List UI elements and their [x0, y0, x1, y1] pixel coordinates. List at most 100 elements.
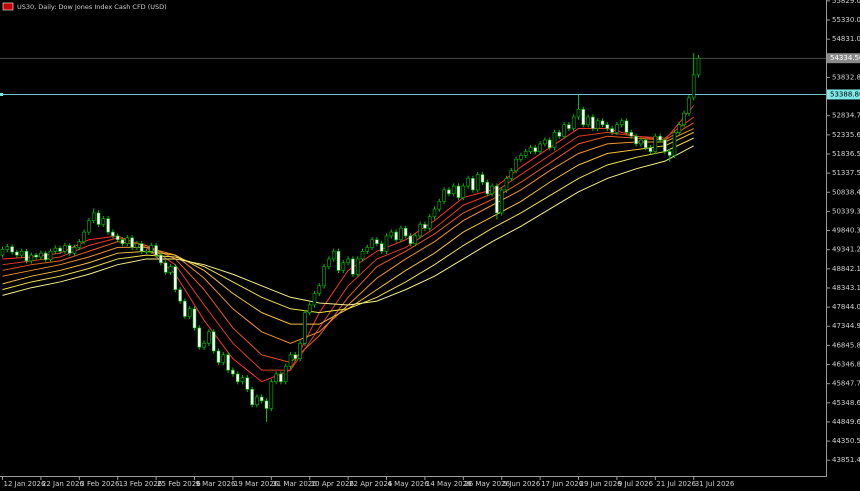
- candle-body: [447, 189, 451, 195]
- current-price-box: [827, 53, 860, 64]
- candle-body: [571, 116, 576, 129]
- candle-body: [437, 201, 442, 210]
- candle-body: [159, 254, 163, 264]
- x-tick-label: 29 Jun 2026: [580, 480, 623, 488]
- candle-body: [87, 220, 91, 233]
- x-tick-label: 13 Feb 2026: [119, 480, 163, 488]
- candle-body: [336, 250, 341, 271]
- y-tick-label: 46845.89: [832, 341, 860, 349]
- price-line-handle: [0, 92, 3, 96]
- candle-body: [15, 251, 19, 256]
- y-tick-label: 49341.24: [832, 246, 860, 254]
- candle-body: [183, 300, 187, 317]
- y-tick-label: 51836.59: [832, 150, 860, 158]
- y-tick-label: 55829.08: [832, 0, 860, 5]
- y-tick-label: 52335.66: [832, 131, 860, 139]
- y-tick-label: 48343.10: [832, 284, 860, 292]
- candle-body: [279, 373, 283, 382]
- candle-body: [619, 120, 624, 126]
- moving-average: [2, 145, 694, 306]
- candle-body: [648, 147, 653, 152]
- candle-body: [658, 135, 662, 141]
- candle-body: [0, 249, 5, 256]
- candle-body: [101, 218, 106, 225]
- chart-title: US30, Daily: Dow Jones Index Cash CFD (U…: [17, 3, 167, 11]
- candle-body: [106, 218, 110, 233]
- candle-body: [34, 254, 38, 258]
- candle-body: [495, 185, 499, 214]
- candle-body: [154, 245, 158, 256]
- candle-body: [10, 246, 14, 253]
- candle-body: [77, 241, 82, 248]
- candle-body: [466, 178, 470, 187]
- y-tick-label: 47344.96: [832, 322, 860, 330]
- candle-body: [629, 132, 634, 137]
- candle-body: [63, 245, 67, 252]
- candle-body: [365, 247, 370, 252]
- candle-body: [173, 266, 178, 290]
- candle-body: [72, 247, 77, 254]
- candle-body: [255, 396, 259, 405]
- x-tick-label: 21 Jul 2026: [656, 480, 696, 488]
- candle-body: [144, 250, 149, 253]
- candle-body: [427, 216, 432, 229]
- candle-body: [490, 185, 494, 195]
- x-tick-label: 17 Jun 2026: [541, 480, 584, 488]
- x-tick-label: 12 Jan 2026: [4, 480, 47, 488]
- candle-body: [139, 243, 144, 252]
- candle-body: [163, 262, 168, 273]
- candle-body: [547, 139, 552, 149]
- candle-body: [504, 178, 509, 191]
- candle-body: [231, 369, 235, 375]
- candle-body: [341, 262, 346, 271]
- candle-body: [682, 112, 686, 126]
- candle-body: [202, 343, 206, 348]
- candle-body: [451, 185, 456, 195]
- y-tick-label: 44849.61: [832, 418, 860, 426]
- candle-body: [389, 231, 394, 237]
- y-tick-label: 44350.54: [832, 437, 860, 445]
- candle-body: [274, 373, 278, 382]
- x-tick-label: 31 Mar 2026: [272, 480, 317, 488]
- candle-body: [288, 354, 293, 367]
- x-tick-label: 9 Jul 2026: [618, 480, 654, 488]
- candle-body: [346, 258, 350, 264]
- candle-body: [259, 396, 264, 402]
- current-price-label: 54334.50: [830, 54, 860, 62]
- candle-body: [567, 124, 571, 129]
- candle-body: [293, 354, 298, 359]
- candle-body: [207, 331, 211, 344]
- candle-body: [624, 120, 629, 133]
- candle-body: [595, 120, 600, 129]
- candle-body: [461, 185, 466, 198]
- candle-body: [552, 132, 557, 149]
- symbol-flag: [2, 2, 14, 11]
- candle-body: [375, 239, 379, 244]
- candle-body: [221, 354, 226, 363]
- candle-body: [24, 250, 29, 262]
- candle-body: [192, 308, 197, 329]
- candle-body: [581, 109, 586, 126]
- candle-body: [96, 212, 101, 225]
- candle-body: [370, 239, 374, 248]
- candle-body: [39, 252, 43, 258]
- y-tick-label: 55330.01: [832, 16, 860, 24]
- candle-body: [533, 147, 538, 152]
- candle-body: [634, 135, 638, 145]
- candle-body: [663, 139, 667, 152]
- candle-body: [67, 245, 72, 254]
- y-tick-label: 51337.52: [832, 169, 860, 177]
- y-tick-label: 46346.82: [832, 361, 860, 369]
- candle-body: [317, 285, 322, 294]
- candle-body: [307, 304, 312, 313]
- candle-body: [226, 354, 230, 371]
- candle-body: [53, 247, 58, 252]
- candle-body: [312, 293, 317, 306]
- x-tick-label: 31 Jul 2026: [695, 480, 735, 488]
- candle-body: [269, 381, 274, 409]
- y-tick-label: 48842.17: [832, 265, 860, 273]
- candle-body: [562, 124, 566, 137]
- candle-body: [322, 266, 326, 287]
- candle-body: [643, 139, 648, 149]
- candle-body: [672, 132, 677, 156]
